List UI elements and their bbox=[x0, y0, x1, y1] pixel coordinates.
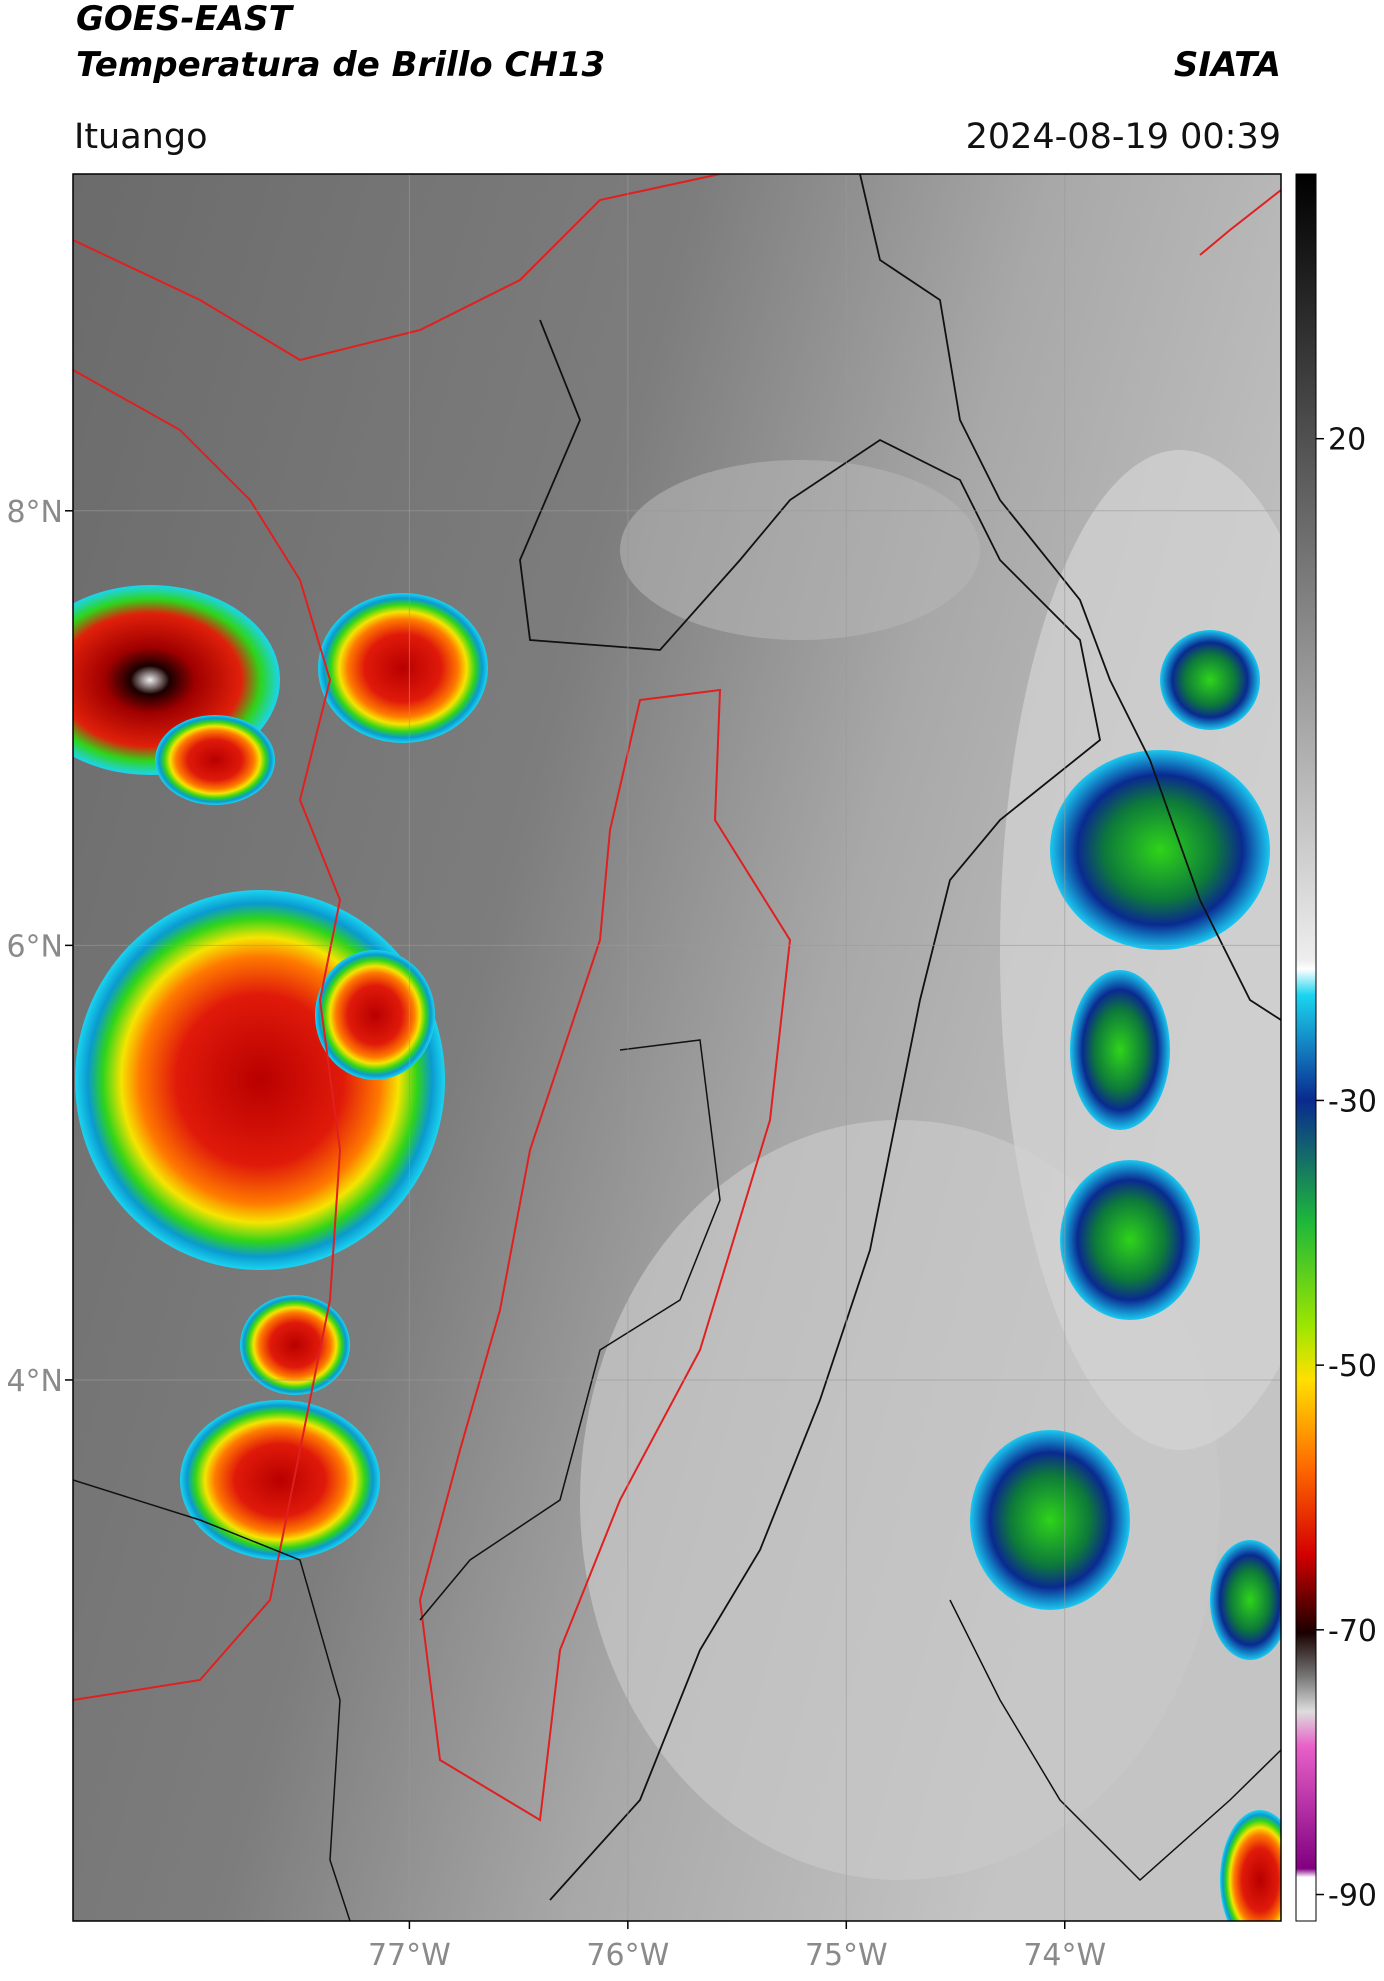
border bbox=[73, 1479, 351, 1921]
lat-tick-label: 4°N bbox=[6, 1364, 63, 1399]
lon-tick-label: 76°W bbox=[586, 1938, 669, 1973]
colorbar-label: 20 bbox=[1328, 423, 1366, 458]
labels: 8°N 6°N 4°N 77°W 76°W 75°W 74°W 20 -30 -50 -70 -90 bbox=[6, 423, 1377, 1973]
department-border bbox=[418, 688, 792, 1822]
lon-tick-label: 74°W bbox=[1023, 1938, 1106, 1973]
colorbar-label: -30 bbox=[1328, 1084, 1377, 1119]
colorbar-label: -50 bbox=[1328, 1349, 1377, 1384]
cold-cloud bbox=[1160, 630, 1260, 730]
lon-tick-label: 77°W bbox=[368, 1938, 451, 1973]
cold-cloud bbox=[1210, 1540, 1281, 1660]
border bbox=[73, 174, 721, 362]
cold-cloud bbox=[1070, 970, 1170, 1130]
colorbar-label: -70 bbox=[1328, 1614, 1377, 1649]
border bbox=[859, 174, 1281, 1021]
map bbox=[73, 174, 1281, 1921]
storm bbox=[180, 1400, 380, 1560]
location: Ituango bbox=[74, 117, 208, 157]
lat-tick-label: 6°N bbox=[6, 929, 63, 964]
grid bbox=[73, 174, 1281, 1921]
source: SIATA bbox=[1174, 45, 1281, 85]
title-line2: Temperatura de Brillo CH13 bbox=[76, 45, 605, 85]
storm bbox=[240, 1295, 350, 1395]
title-line1: GOES-EAST bbox=[76, 0, 295, 39]
lon-tick-label: 75°W bbox=[805, 1938, 888, 1973]
cloud bbox=[620, 460, 980, 640]
coastline bbox=[73, 369, 342, 1701]
lat-tick-label: 8°N bbox=[6, 495, 63, 530]
storm bbox=[155, 715, 275, 805]
colorbar bbox=[1295, 173, 1317, 1922]
cold-cloud bbox=[970, 1430, 1130, 1610]
datetime: 2024-08-19 00:39 bbox=[966, 117, 1281, 157]
cold-cloud bbox=[1050, 750, 1270, 950]
colorbar-label: -90 bbox=[1328, 1879, 1377, 1914]
storm bbox=[318, 593, 488, 743]
border bbox=[1199, 189, 1281, 256]
border bbox=[519, 319, 1101, 1901]
map-frame bbox=[72, 173, 1282, 1922]
storm bbox=[1220, 1810, 1281, 1921]
cold-cloud bbox=[1060, 1160, 1200, 1320]
storm bbox=[75, 890, 445, 1270]
border bbox=[419, 1039, 721, 1621]
storm bbox=[315, 950, 435, 1080]
border bbox=[949, 1599, 1281, 1882]
